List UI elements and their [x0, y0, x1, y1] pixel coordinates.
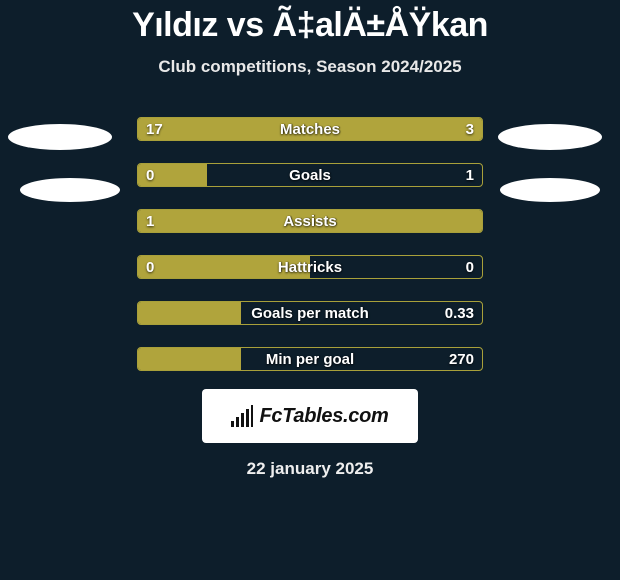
- stat-bar-fill-left: [138, 210, 482, 232]
- decorative-ellipse: [498, 124, 602, 150]
- stat-value-right: 0: [466, 256, 474, 278]
- stat-bar-fill-left: [138, 348, 241, 370]
- decorative-ellipse: [500, 178, 600, 202]
- stat-bar: Matches173: [137, 117, 483, 141]
- stat-value-right: 1: [466, 164, 474, 186]
- stat-value-right: 0.33: [445, 302, 474, 324]
- brand-bars-icon: [231, 405, 253, 427]
- comparison-bars: Matches173 Goals01 Assists1 Hattricks00 Goal…: [137, 117, 483, 371]
- brand-box: FcTables.com: [202, 389, 418, 443]
- stat-bar: Goals01: [137, 163, 483, 187]
- stat-bar: Hattricks00: [137, 255, 483, 279]
- stat-bar: Goals per match0.33: [137, 301, 483, 325]
- brand-text: FcTables.com: [259, 405, 388, 428]
- stat-bar-fill-left: [138, 164, 207, 186]
- footer-date: 22 january 2025: [0, 459, 620, 479]
- stat-bar: Min per goal270: [137, 347, 483, 371]
- decorative-ellipse: [8, 124, 112, 150]
- page-subtitle: Club competitions, Season 2024/2025: [0, 57, 620, 77]
- stat-bar-fill-left: [138, 302, 241, 324]
- stat-value-right: 270: [449, 348, 474, 370]
- page-title: Yıldız vs Ã‡alÄ±ÅŸkan: [0, 0, 620, 45]
- stat-bar-fill-right: [406, 118, 482, 140]
- stat-bar-fill-left: [138, 118, 406, 140]
- stat-bar: Assists1: [137, 209, 483, 233]
- stat-bar-fill-left: [138, 256, 310, 278]
- decorative-ellipse: [20, 178, 120, 202]
